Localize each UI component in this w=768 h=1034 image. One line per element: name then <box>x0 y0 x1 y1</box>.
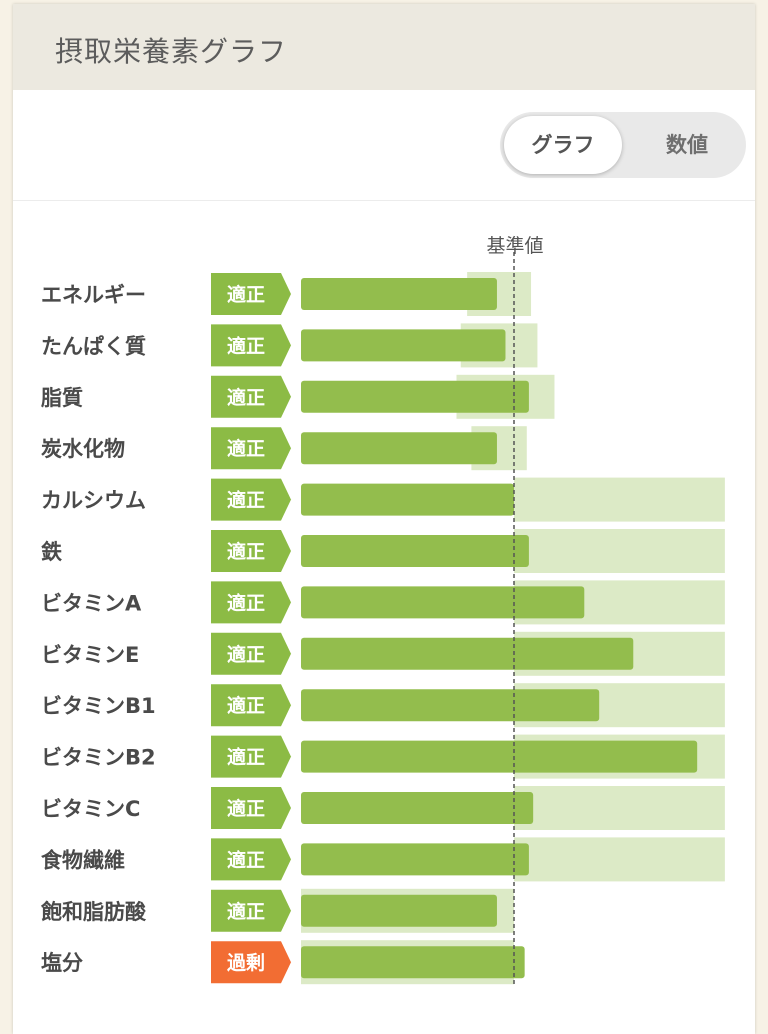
status-badge-label: 適正 <box>227 746 265 769</box>
intake-bar <box>301 689 600 722</box>
intake-bar <box>301 483 514 516</box>
intake-bar <box>301 843 529 876</box>
view-toggle[interactable]: グラフ 数値 <box>500 112 746 178</box>
status-badge <box>211 941 291 984</box>
toggle-values-option[interactable]: 数値 <box>666 133 708 157</box>
nutrient-label: 鉄 <box>41 540 62 564</box>
reference-range <box>514 786 725 830</box>
status-badge <box>211 787 291 829</box>
status-badge-label: 適正 <box>227 694 265 717</box>
status-badge-label: 適正 <box>227 643 265 666</box>
nutrient-label: ビタミンB2 <box>41 746 156 770</box>
status-badge <box>211 324 291 367</box>
status-badge-label: 適正 <box>227 540 265 563</box>
nutrient-graph-card: 摂取栄養素グラフ グラフ 数値 エネルギー 適正 たんぱく質 適正 脂質 適正 炭水化物 適正… <box>13 4 755 1034</box>
reference-range <box>514 529 725 573</box>
intake-bar <box>301 278 497 310</box>
intake-bar <box>301 535 529 567</box>
status-badge <box>211 838 291 881</box>
status-badge <box>211 530 291 572</box>
nutrient-label: 炭水化物 <box>41 437 125 461</box>
nutrient-label: エネルギー <box>41 283 146 307</box>
intake-bar <box>301 380 529 413</box>
nutrient-label: カルシウム <box>41 489 146 513</box>
status-badge-label: 適正 <box>227 900 265 923</box>
intake-bar <box>301 637 634 670</box>
reference-range <box>514 477 725 522</box>
nutrient-label: ビタミンE <box>41 643 139 667</box>
reference-range <box>514 837 725 882</box>
status-badge <box>211 889 291 932</box>
nutrient-label: 食物繊維 <box>41 848 125 872</box>
toggle-graph-option[interactable]: グラフ <box>504 116 622 174</box>
nutrient-label: ビタミンC <box>41 797 140 821</box>
status-badge-label: 適正 <box>227 386 265 409</box>
nutrient-label: たんぱく質 <box>41 334 146 358</box>
reference-label: 基準値 <box>486 235 543 257</box>
status-badge-label: 適正 <box>227 437 265 460</box>
status-badge <box>211 684 291 727</box>
status-badge-label: 適正 <box>227 797 265 820</box>
nutrient-label: 脂質 <box>41 386 83 410</box>
intake-bar <box>301 329 506 362</box>
status-badge-label: 適正 <box>227 334 265 357</box>
status-badge <box>211 478 291 521</box>
status-badge <box>211 427 291 470</box>
card-header: 摂取栄養素グラフ <box>13 4 755 90</box>
status-badge-label: 過剰 <box>227 951 265 974</box>
intake-bar <box>301 586 585 619</box>
nutrient-label: 飽和脂肪酸 <box>40 900 147 924</box>
status-badge <box>211 375 291 418</box>
status-badge-label: 適正 <box>227 848 265 871</box>
nutrient-label: ビタミンB1 <box>41 694 156 718</box>
intake-bar <box>301 792 534 824</box>
intake-bar <box>301 946 525 979</box>
status-badge <box>211 735 291 778</box>
nutrient-label: ビタミンA <box>41 591 142 615</box>
status-badge <box>211 273 291 315</box>
status-badge <box>211 581 291 624</box>
page-title: 摂取栄養素グラフ <box>55 35 288 68</box>
divider <box>13 200 755 201</box>
status-badge-label: 適正 <box>227 489 265 512</box>
nutrient-label: 塩分 <box>41 951 83 975</box>
status-badge-label: 適正 <box>227 591 265 614</box>
status-badge-label: 適正 <box>227 283 265 306</box>
intake-bar <box>301 894 497 927</box>
intake-bar <box>301 740 698 773</box>
intake-bar <box>301 432 497 465</box>
status-badge <box>211 632 291 675</box>
